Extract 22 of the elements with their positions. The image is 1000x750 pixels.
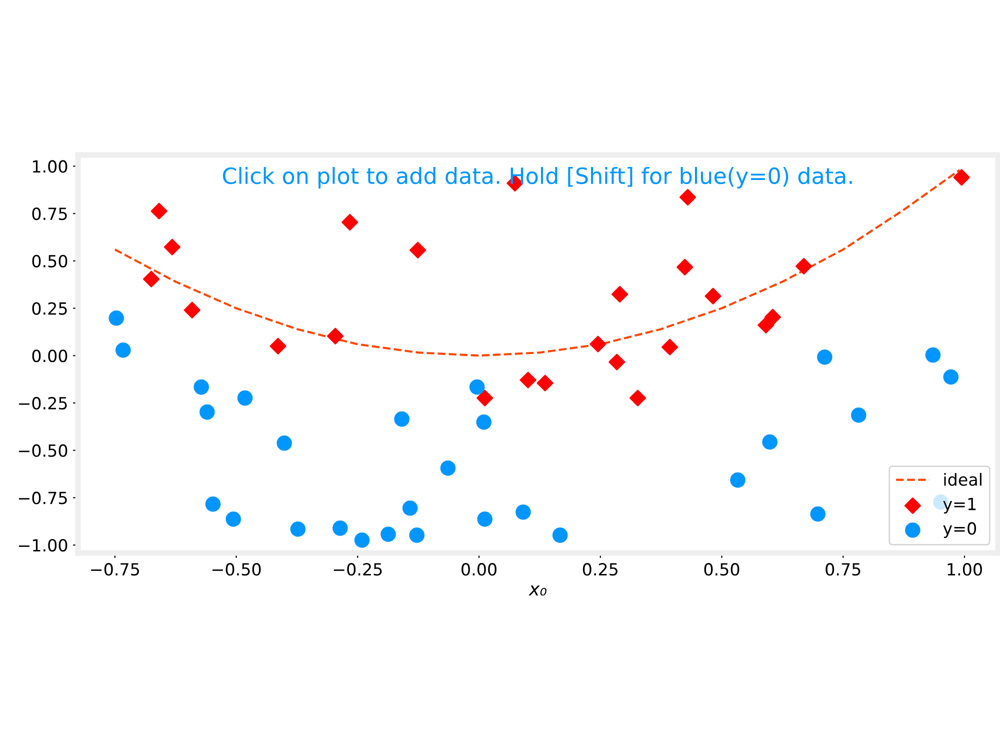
x-tick-label: −0.75 <box>91 563 139 576</box>
x-tick-label: 0.25 <box>582 563 618 576</box>
legend-label: ideal <box>944 472 982 486</box>
y-tick-label: −1.00 <box>18 539 68 552</box>
legend-label: y=1 <box>943 498 976 514</box>
y-tick-label: 0.50 <box>32 254 68 268</box>
y-tick-label: −0.50 <box>18 444 68 457</box>
y-tick-label: 0.75 <box>32 207 67 220</box>
annotation: Click on plot to add data. Hold [Shift] for blue(y=0) data. <box>222 166 852 188</box>
y-tick-label: 0.00 <box>32 350 68 362</box>
x-tick-label: −0.50 <box>212 563 261 576</box>
x-tick-label: 0.75 <box>826 563 860 576</box>
y-tick-label: 0.25 <box>32 302 67 315</box>
x-tick-label: 0.00 <box>462 563 496 576</box>
x-tick-label: 0.50 <box>704 563 740 576</box>
x-tick-label: −0.25 <box>334 563 382 576</box>
x-tick-label: 1.00 <box>948 563 982 576</box>
y-tick-label: −0.75 <box>18 492 67 504</box>
legend-label: y=0 <box>943 522 976 538</box>
y-tick-label: 1.00 <box>33 160 68 173</box>
y-tick-label: −0.25 <box>18 396 67 410</box>
x-axis-title: x₀ <box>528 585 546 596</box>
